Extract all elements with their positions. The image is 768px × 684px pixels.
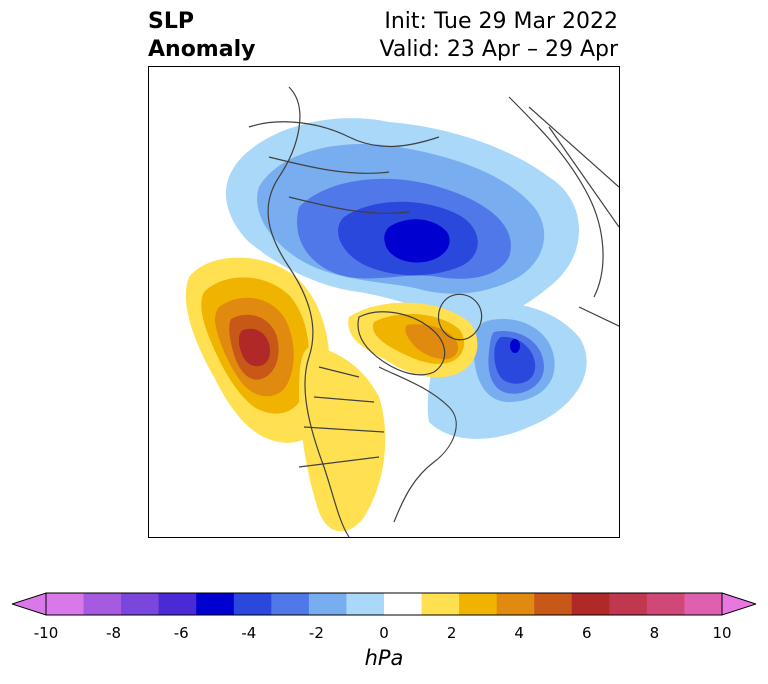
colorbar-swatch [384, 593, 423, 615]
colorbar-swatch [46, 593, 85, 615]
chart-title: SLP Anomaly [148, 8, 255, 64]
colorbar-swatch [496, 593, 535, 615]
colorbar-extend-low [12, 592, 47, 616]
colorbar-swatch [121, 593, 160, 615]
anomaly-map [148, 66, 620, 538]
colorbar-swatch [684, 593, 723, 615]
init-date: Init: Tue 29 Mar 2022 [384, 9, 618, 34]
map-svg [149, 67, 619, 537]
colorbar-swatch [158, 593, 197, 615]
colorbar-swatch [459, 593, 498, 615]
positive-anomaly-central-us [299, 347, 386, 532]
colorbar-swatch [646, 593, 685, 615]
colorbar-tick-label: 0 [379, 624, 389, 642]
title-line-2: Anomaly [148, 37, 256, 62]
coastlines [248, 86, 619, 537]
colorbar-tick-label: 4 [514, 624, 524, 642]
colorbar-swatch [271, 593, 310, 615]
colorbar-swatch [421, 593, 460, 615]
positive-anomaly-gulf-of-alaska [185, 257, 330, 443]
colorbar-tick-label: 6 [582, 624, 592, 642]
colorbar-swatch [83, 593, 122, 615]
colorbar-tick-label: -8 [106, 624, 122, 642]
colorbar-tick-label: -4 [241, 624, 257, 642]
colorbar-swatch [534, 593, 573, 615]
colorbar-border [45, 592, 723, 616]
colorbar-extend-high [721, 592, 756, 616]
colorbar-tick-label: -10 [33, 624, 59, 642]
colorbar-swatch [346, 593, 385, 615]
colorbar-swatch [609, 593, 648, 615]
colorbar-swatch [308, 593, 347, 615]
colorbar-swatch [233, 593, 272, 615]
colorbar-tick-label: -6 [173, 624, 189, 642]
colorbar-tick-label: 8 [649, 624, 660, 642]
date-info: Init: Tue 29 Mar 2022 Valid: 23 Apr – 29… [380, 8, 619, 64]
valid-range: Valid: 23 Apr – 29 Apr [379, 37, 619, 62]
positive-anomaly-hudson-bay [348, 302, 478, 378]
colorbar [12, 592, 756, 616]
colorbar-tick-label: 10 [712, 624, 732, 642]
negative-anomaly-arctic [225, 118, 579, 321]
colorbar-swatch [196, 593, 235, 615]
colorbar-tick-label: 2 [446, 624, 457, 642]
colorbar-tick-label: -2 [308, 624, 324, 642]
colorbar-swatch [571, 593, 610, 615]
title-line-1: SLP [148, 9, 194, 34]
colorbar-unit-label: hPa [364, 646, 404, 670]
